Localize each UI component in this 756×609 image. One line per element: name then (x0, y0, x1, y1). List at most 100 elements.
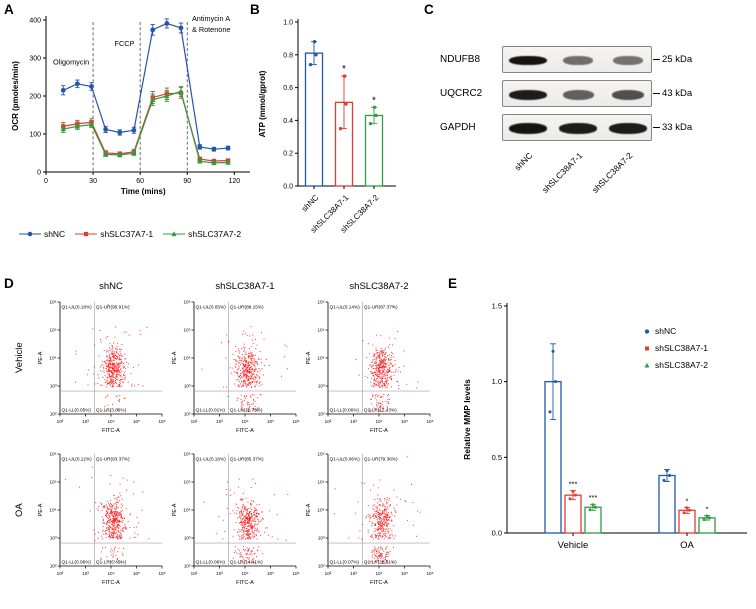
svg-text:FCCP: FCCP (115, 39, 135, 48)
legend-item-shNC: shNC (18, 229, 65, 239)
svg-text:120: 120 (228, 178, 240, 185)
svg-text:300: 300 (29, 56, 41, 63)
svg-text:1.0: 1.0 (492, 377, 502, 386)
svg-text:Q1-LL(0.06%): Q1-LL(0.06%) (196, 560, 226, 565)
svg-text:10⁵: 10⁵ (401, 419, 408, 424)
svg-text:***: *** (589, 493, 598, 502)
svg-text:10⁵: 10⁵ (133, 419, 140, 424)
flow-col-title-sh1: shSLC38A7-1 (215, 281, 275, 292)
blot-box-gapdh (502, 114, 652, 141)
svg-text:Q1-LR(11.79%): Q1-LR(11.79%) (230, 408, 263, 413)
svg-text:10³: 10³ (216, 419, 223, 424)
svg-text:10²: 10² (325, 571, 332, 576)
circle-marker-icon (18, 231, 41, 237)
kda-text: 33 kDa (662, 122, 693, 133)
svg-text:0: 0 (37, 170, 41, 177)
svg-text:10²: 10² (50, 412, 57, 417)
svg-text:10⁴: 10⁴ (183, 356, 190, 361)
blot-band (611, 89, 645, 100)
svg-text:shNC: shNC (300, 193, 321, 214)
western-blot-panel: NDUFB8 25 kDa UQCRC2 43 kDa GAPDH 33 kDa… (440, 46, 752, 228)
svg-text:Q1-UR(85.37%): Q1-UR(85.37%) (230, 457, 264, 462)
svg-text:10³: 10³ (216, 571, 223, 576)
svg-text:Q1-LR(3.86%): Q1-LR(3.86%) (96, 408, 127, 413)
svg-text:10⁶: 10⁶ (292, 419, 299, 424)
svg-text:1.5: 1.5 (492, 302, 502, 311)
svg-text:0.0: 0.0 (492, 529, 502, 538)
panel-e-label: E (448, 276, 458, 291)
svg-text:Antimycin A: Antimycin A (192, 14, 230, 23)
svg-text:FITC-A: FITC-A (370, 428, 388, 434)
blot-band (509, 123, 547, 134)
svg-text:10³: 10³ (50, 384, 57, 389)
svg-text:0: 0 (44, 178, 48, 185)
svg-text:10⁵: 10⁵ (183, 480, 190, 485)
svg-text:60: 60 (136, 178, 144, 185)
svg-text:10⁶: 10⁶ (317, 452, 324, 457)
svg-text:10²: 10² (57, 419, 64, 424)
svg-text:PE-A: PE-A (306, 351, 312, 364)
svg-text:Q1-LR(14.41%): Q1-LR(14.41%) (230, 560, 263, 565)
svg-text:10⁶: 10⁶ (49, 300, 56, 305)
protein-label: UQCRC2 (440, 88, 483, 99)
svg-text:10⁶: 10⁶ (426, 419, 433, 424)
svg-text:FITC-A: FITC-A (370, 580, 388, 586)
flow-row-title-oa: OA (14, 503, 25, 517)
svg-text:***: *** (569, 480, 578, 489)
svg-text:Q1-LL(0.01%): Q1-LL(0.01%) (196, 408, 226, 413)
svg-text:shSLC38A7-2: shSLC38A7-2 (590, 150, 635, 195)
svg-text:10⁴: 10⁴ (375, 419, 382, 424)
svg-text:*: * (686, 496, 689, 505)
svg-text:& Rotenone: & Rotenone (192, 25, 231, 34)
svg-text:*: * (372, 95, 376, 106)
blot-box-ndufb8 (502, 46, 652, 73)
svg-text:10⁴: 10⁴ (241, 571, 248, 576)
svg-text:Q1-LR(20.51%): Q1-LR(20.51%) (364, 560, 397, 565)
mmp-bar-chart: 0.00.51.01.5shNC****shSLC38A7-1****shSLC… (462, 302, 747, 551)
svg-text:10⁵: 10⁵ (267, 419, 274, 424)
svg-text:10⁶: 10⁶ (183, 300, 190, 305)
panel-b-label: B (250, 2, 260, 17)
blot-lane-labels: shNC shSLC38A7-1 shSLC38A7-2 (512, 150, 635, 195)
svg-text:10²: 10² (191, 571, 198, 576)
kda-tick (653, 58, 660, 61)
svg-text:10⁴: 10⁴ (375, 571, 382, 576)
svg-text:10²: 10² (191, 419, 198, 424)
svg-text:Time (mins): Time (mins) (121, 187, 166, 196)
svg-text:PE-A: PE-A (38, 351, 44, 364)
svg-text:Q1-UR(88.15%): Q1-UR(88.15%) (230, 305, 264, 310)
svg-text:0.0: 0.0 (283, 184, 293, 191)
svg-text:10⁴: 10⁴ (317, 508, 324, 513)
legend-label: shSLC37A7-1 (100, 229, 154, 239)
flow-row-title-vehicle: Vehicle (14, 342, 25, 374)
svg-text:Q1-UL(0.05%): Q1-UL(0.05%) (196, 305, 227, 310)
svg-text:10⁴: 10⁴ (49, 508, 56, 513)
svg-text:10⁵: 10⁵ (183, 328, 190, 333)
flow-col-title-shnc: shNC (99, 281, 123, 292)
svg-text:10²: 10² (325, 419, 332, 424)
svg-text:90: 90 (183, 178, 191, 185)
svg-text:10³: 10³ (350, 571, 357, 576)
svg-text:FITC-A: FITC-A (102, 428, 120, 434)
svg-text:0.6: 0.6 (283, 85, 293, 92)
svg-text:10⁵: 10⁵ (317, 480, 324, 485)
svg-text:10⁶: 10⁶ (426, 571, 433, 576)
svg-text:10²: 10² (184, 412, 191, 417)
svg-text:0.2: 0.2 (283, 151, 293, 158)
svg-text:FITC-A: FITC-A (102, 580, 120, 586)
svg-text:*: * (342, 64, 346, 75)
svg-text:10⁶: 10⁶ (49, 452, 56, 457)
svg-text:Q1-UR(79.36%): Q1-UR(79.36%) (364, 457, 398, 462)
legend-item-shSLC37A7-1: shSLC37A7-1 (75, 229, 153, 239)
svg-text:Q1-UR(93.37%): Q1-UR(93.37%) (96, 457, 130, 462)
svg-text:10⁶: 10⁶ (292, 571, 299, 576)
legend-item-shSLC37A7-2: shSLC37A7-2 (163, 229, 241, 239)
svg-text:30: 30 (89, 178, 97, 185)
ocr-line-chart: 0 100 200 300 400 0 30 60 90 120 Oligomycin FCCP Ant… (11, 14, 250, 196)
svg-text:shSLC38A7-1: shSLC38A7-1 (655, 343, 708, 353)
svg-text:10²: 10² (57, 571, 64, 576)
